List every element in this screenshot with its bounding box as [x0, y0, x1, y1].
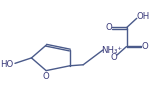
Text: O: O [43, 72, 50, 81]
Text: HO: HO [0, 60, 13, 69]
Text: OH: OH [136, 12, 149, 21]
Text: O: O [105, 23, 112, 32]
Text: NH₃⁺: NH₃⁺ [101, 46, 122, 55]
Text: O: O [141, 42, 148, 51]
Text: O: O [111, 53, 118, 62]
